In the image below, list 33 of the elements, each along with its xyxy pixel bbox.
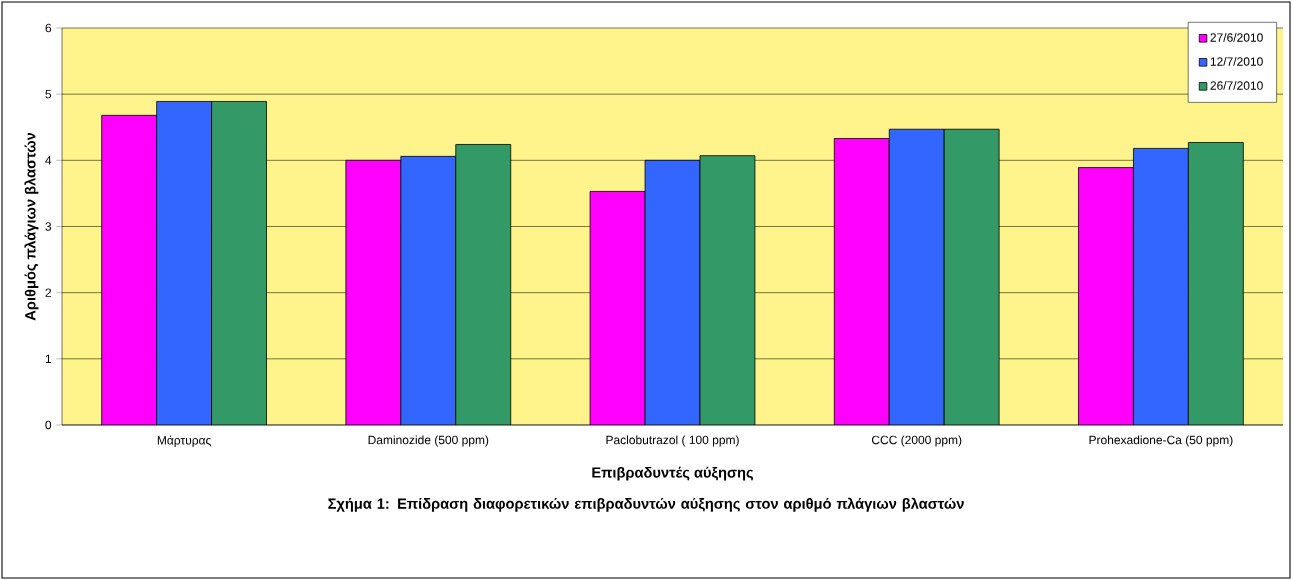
bar (345, 159, 402, 425)
y-tick-label: 4 (45, 156, 52, 165)
text: Σχήμα 1: Επίδραση διαφορετικών επιβραδυντών αύξησης στον αριθμό πλάγιων βλαστών (328, 497, 964, 512)
bar (156, 101, 212, 425)
x-tick-label: Prohexadione-Ca (50 ppm) (1089, 435, 1233, 447)
bar (699, 155, 755, 425)
y-tick-label: 1 (45, 354, 52, 363)
bar (888, 128, 945, 425)
x-tick-label: Daminozide (500 ppm) (368, 435, 489, 447)
legend-label: 12/7/2010 (1210, 56, 1263, 66)
legend-label: 27/6/2010 (1210, 32, 1263, 42)
bar (1187, 142, 1244, 425)
bar (101, 114, 158, 425)
y-tick-label: 3 (45, 222, 52, 231)
x-tick-label: CCC (2000 ppm) (871, 435, 962, 447)
bar (1078, 167, 1134, 425)
y-tick-label: 6 (45, 23, 52, 33)
x-axis-title: Επιβραδυντές αύξησης (592, 466, 754, 481)
bar (833, 138, 890, 425)
bar (590, 191, 646, 425)
x-tick-label: Paclobutrazol ( 100 ppm) (606, 435, 739, 447)
x-tick-label: Μάρτυρας (157, 435, 211, 447)
bar (1133, 148, 1189, 425)
legend-label: 26/7/2010 (1210, 81, 1263, 90)
bar (943, 128, 1000, 425)
bar (455, 144, 512, 425)
y-tick-label: 0 (45, 420, 52, 430)
y-tick-label: 2 (45, 288, 51, 297)
y-axis-title: Αριθμός πλάγιων βλαστών (24, 132, 39, 321)
bar (400, 155, 457, 425)
bar (645, 160, 700, 425)
y-tick-label: 5 (45, 89, 52, 99)
bar (211, 101, 267, 425)
